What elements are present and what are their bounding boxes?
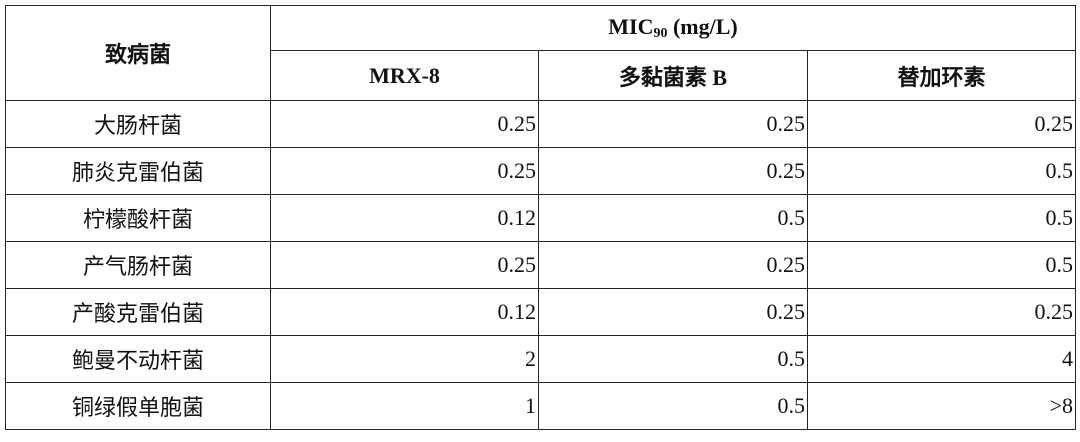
value-cell: 0.25 <box>270 100 539 148</box>
pathogen-cell: 大肠杆菌 <box>5 100 271 148</box>
header-subscript: 90 <box>653 26 668 41</box>
value-cell: 1 <box>270 382 539 430</box>
table-row: 产气肠杆菌 0.25 0.25 0.5 <box>5 241 1077 289</box>
value-cell: 0.5 <box>538 335 808 383</box>
table-row: 铜绿假单胞菌 1 0.5 >8 <box>5 382 1077 430</box>
table-header: 致病菌 MIC90 (mg/L) MRX-8 多黏菌素 B 替加环素 <box>5 5 1077 101</box>
header-unit: (mg/L) <box>672 14 738 39</box>
value-cell: 0.25 <box>806 100 1077 148</box>
value-cell: 0.25 <box>270 241 539 289</box>
table-row: 柠檬酸杆菌 0.12 0.5 0.5 <box>5 194 1077 242</box>
table-row: 鲍曼不动杆菌 2 0.5 4 <box>5 335 1077 383</box>
value-cell: >8 <box>806 382 1077 430</box>
pathogen-cell: 柠檬酸杆菌 <box>5 194 271 242</box>
value-cell: 0.5 <box>806 241 1077 289</box>
header-cell: MIC90 (mg/L) <box>269 5 1077 51</box>
value-cell: 0.25 <box>538 241 808 289</box>
pathogen-cell: 产酸克雷伯菌 <box>5 288 271 336</box>
value-cell: 0.25 <box>538 100 808 148</box>
value-cell: 0.5 <box>806 194 1077 242</box>
value-cell: 0.5 <box>806 147 1077 195</box>
header-cell: 替加环素 <box>806 50 1077 101</box>
value-cell: 0.5 <box>538 194 808 242</box>
value-cell: 0.12 <box>270 194 539 242</box>
value-cell: 0.25 <box>270 147 539 195</box>
table-row: 肺炎克雷伯菌 0.25 0.25 0.5 <box>5 147 1077 195</box>
value-cell: 0.25 <box>806 288 1077 336</box>
value-cell: 2 <box>270 335 539 383</box>
value-cell: 0.25 <box>538 288 808 336</box>
header-row: 致病菌 MIC90 (mg/L) <box>5 5 1077 101</box>
header-cell: 多黏菌素 B <box>538 50 808 101</box>
mic-table: 致病菌 MIC90 (mg/L) MRX-8 多黏菌素 B 替加环素 大肠杆菌 0… <box>5 5 1077 430</box>
header-cell: MRX-8 <box>270 50 539 101</box>
pathogen-cell: 鲍曼不动杆菌 <box>5 335 271 383</box>
table-row: 大肠杆菌 0.25 0.25 0.25 <box>5 100 1077 148</box>
value-cell: 0.5 <box>538 382 808 430</box>
table-row: 产酸克雷伯菌 0.12 0.25 0.25 <box>5 288 1077 336</box>
value-cell: 0.12 <box>270 288 539 336</box>
pathogen-cell: 产气肠杆菌 <box>5 241 271 289</box>
pathogen-cell: 肺炎克雷伯菌 <box>5 147 271 195</box>
header-cell: 致病菌 <box>5 5 271 101</box>
table-body: 大肠杆菌 0.25 0.25 0.25 肺炎克雷伯菌 0.25 0.25 0.5 柠檬酸杆菌 0.… <box>5 100 1077 430</box>
header-row: MRX-8 多黏菌素 B 替加环素 <box>6 50 1077 101</box>
pathogen-cell: 铜绿假单胞菌 <box>5 382 271 430</box>
value-cell: 4 <box>806 335 1077 383</box>
header-text: MIC <box>608 14 654 39</box>
value-cell: 0.25 <box>538 147 808 195</box>
